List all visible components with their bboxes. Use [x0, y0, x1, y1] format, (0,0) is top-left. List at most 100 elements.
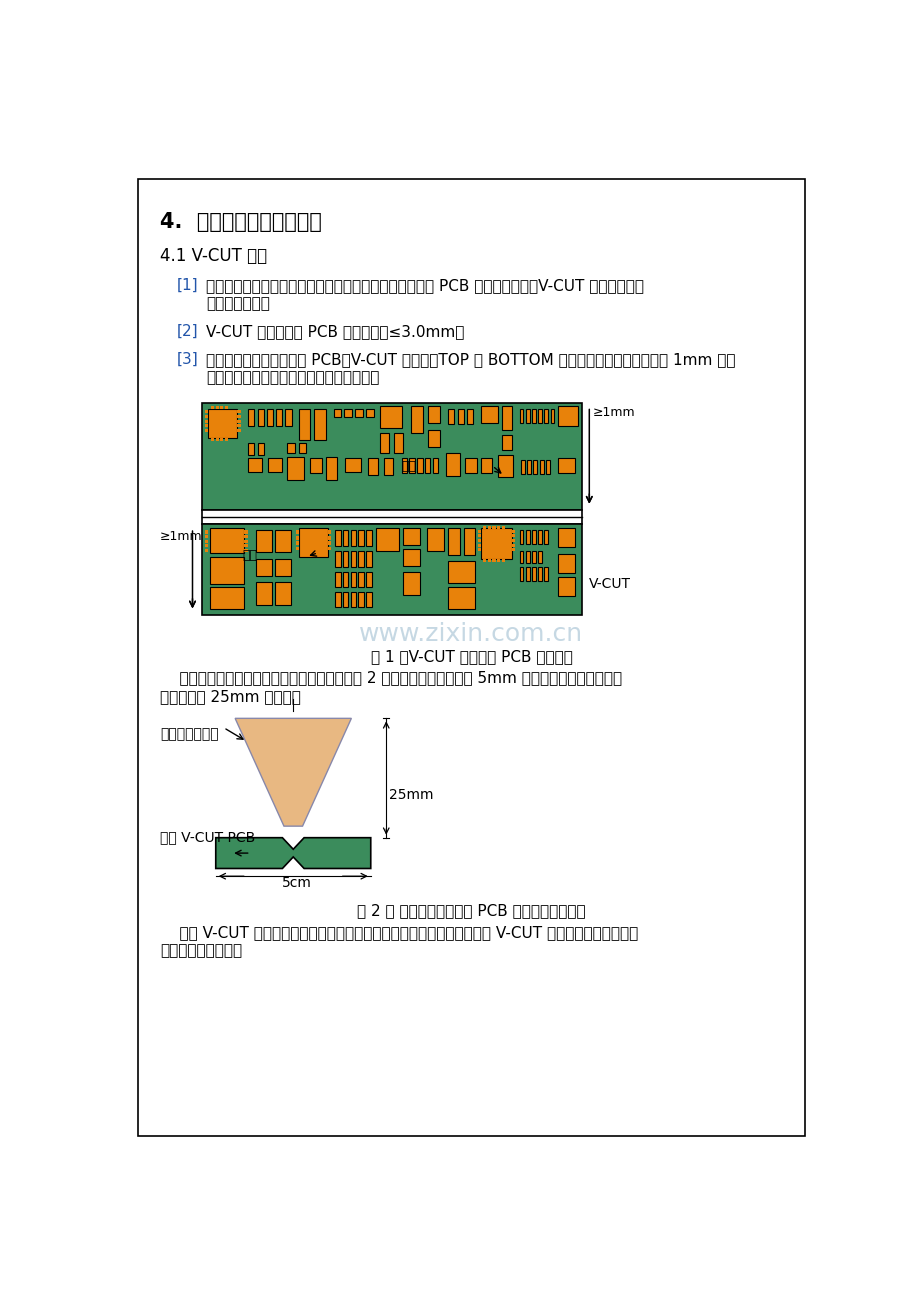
Bar: [295, 536, 299, 540]
Bar: [558, 553, 574, 573]
Bar: [255, 530, 271, 552]
Bar: [427, 430, 439, 447]
Bar: [380, 434, 389, 453]
Bar: [477, 534, 481, 538]
Bar: [237, 410, 240, 414]
Bar: [481, 529, 511, 559]
Bar: [368, 458, 378, 475]
Bar: [519, 409, 523, 423]
Bar: [244, 540, 247, 543]
Text: 器件: 器件: [402, 461, 416, 474]
Bar: [533, 461, 537, 474]
Bar: [335, 530, 340, 546]
Bar: [545, 461, 550, 474]
Bar: [350, 551, 356, 566]
Bar: [477, 530, 481, 533]
Bar: [409, 458, 414, 474]
Text: 自动分板机刀片: 自动分板机刀片: [160, 728, 219, 742]
Bar: [519, 530, 523, 544]
Bar: [411, 406, 422, 434]
Bar: [257, 443, 264, 454]
Bar: [380, 406, 402, 428]
Bar: [328, 547, 331, 551]
Bar: [487, 559, 491, 562]
Bar: [244, 549, 247, 552]
Bar: [425, 458, 430, 474]
Bar: [310, 458, 322, 474]
Bar: [248, 458, 262, 471]
Text: V-CUT 设计规定的 PCB 推荐的板厚≤3.0mm。: V-CUT 设计规定的 PCB 推荐的板厚≤3.0mm。: [206, 324, 464, 339]
Bar: [350, 592, 356, 608]
Text: 带有 V-CUT PCB: 带有 V-CUT PCB: [160, 829, 255, 844]
Bar: [275, 582, 290, 605]
Bar: [205, 424, 208, 427]
Bar: [350, 572, 356, 587]
Bar: [531, 409, 535, 423]
Bar: [432, 458, 437, 474]
Bar: [201, 525, 581, 615]
Bar: [481, 458, 492, 474]
Bar: [343, 530, 348, 546]
Bar: [295, 542, 299, 546]
Bar: [237, 419, 240, 423]
Bar: [366, 409, 373, 417]
Text: 25mm: 25mm: [389, 788, 434, 802]
Bar: [244, 544, 247, 547]
Bar: [538, 409, 541, 423]
Bar: [343, 592, 348, 608]
Bar: [205, 549, 208, 552]
Bar: [210, 587, 244, 609]
Bar: [497, 454, 513, 477]
Text: 采用 V-CUT 设计时以上两条需要综合考虑，以条件苛刻者为准。保证在 V-CUT 的过程中不会损伤到元: 采用 V-CUT 设计时以上两条需要综合考虑，以条件苛刻者为准。保证在 V-CU…: [160, 924, 638, 940]
Bar: [287, 457, 304, 479]
Bar: [446, 453, 460, 475]
Text: 当板与板之间为直线连接，边沿平整且不影响器件安装的 PCB 可用此种连接。V-CUT 为直通型，不: 当板与板之间为直线连接，边沿平整且不影响器件安装的 PCB 可用此种连接。V-C…: [206, 277, 643, 293]
Bar: [492, 526, 495, 529]
Bar: [477, 539, 481, 542]
Bar: [558, 406, 577, 426]
Text: ≥1mm: ≥1mm: [160, 530, 202, 543]
Bar: [244, 530, 247, 534]
Bar: [358, 551, 363, 566]
Bar: [210, 557, 244, 583]
Bar: [427, 406, 439, 423]
Bar: [225, 437, 228, 441]
Text: 图 1 ：V-CUT 自动分板 PCB 禁布规定: 图 1 ：V-CUT 自动分板 PCB 禁布规定: [370, 648, 572, 664]
Bar: [255, 559, 271, 575]
Bar: [519, 566, 523, 581]
Text: www.zixin.com.cn: www.zixin.com.cn: [359, 621, 583, 646]
Bar: [244, 535, 247, 538]
Polygon shape: [235, 719, 351, 827]
Bar: [477, 548, 481, 551]
Bar: [237, 424, 240, 427]
Bar: [335, 572, 340, 587]
Bar: [457, 409, 463, 424]
Bar: [205, 428, 208, 432]
Bar: [216, 406, 219, 409]
Bar: [527, 461, 530, 474]
Bar: [205, 535, 208, 538]
Bar: [205, 540, 208, 543]
Bar: [525, 551, 529, 562]
Text: 对于需要机器自动分板的 PCB，V-CUT 线两面（TOP 和 BOTTOM 面）规定各保存不不不小于 1mm 的器: 对于需要机器自动分板的 PCB，V-CUT 线两面（TOP 和 BOTTOM 面…: [206, 352, 735, 367]
Bar: [366, 592, 371, 608]
Text: 能在中间转弯。: 能在中间转弯。: [206, 297, 270, 311]
Bar: [501, 526, 505, 529]
Bar: [210, 437, 214, 441]
Bar: [477, 543, 481, 547]
Bar: [403, 572, 420, 595]
Text: [2]: [2]: [176, 324, 199, 339]
Bar: [276, 409, 282, 426]
Bar: [531, 566, 535, 581]
Bar: [267, 409, 273, 426]
Bar: [403, 529, 420, 546]
Bar: [525, 530, 529, 544]
Text: 器件，且分板自如。: 器件，且分板自如。: [160, 943, 242, 958]
Bar: [299, 529, 328, 557]
Bar: [335, 551, 340, 566]
Bar: [501, 559, 505, 562]
Bar: [343, 572, 348, 587]
Bar: [550, 409, 554, 423]
Polygon shape: [216, 837, 370, 868]
Bar: [295, 547, 299, 551]
